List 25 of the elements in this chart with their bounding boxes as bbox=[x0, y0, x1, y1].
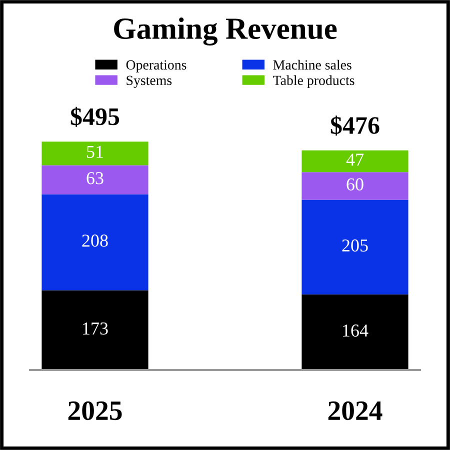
x-tick-label: 2025 bbox=[68, 401, 122, 420]
bar bbox=[42, 165, 148, 194]
data-label: 51 bbox=[87, 146, 103, 158]
bar bbox=[42, 194, 148, 290]
chart-title: Gaming Revenue bbox=[114, 18, 337, 46]
data-label: 164 bbox=[343, 324, 368, 337]
bar bbox=[302, 172, 408, 200]
legend-label: Machine sales bbox=[273, 60, 352, 70]
legend-label: Table products bbox=[273, 75, 354, 88]
legend-label: Operations bbox=[126, 60, 186, 72]
total-label: $476 bbox=[330, 116, 380, 136]
data-label: 173 bbox=[83, 322, 108, 335]
data-label: 60 bbox=[346, 178, 364, 190]
data-label: 205 bbox=[342, 239, 368, 252]
legend-label: Systems bbox=[126, 76, 172, 88]
data-label: 208 bbox=[82, 234, 108, 247]
bar bbox=[42, 290, 148, 370]
bar bbox=[302, 200, 408, 294]
x-tick-label: 2024 bbox=[328, 401, 382, 420]
bar bbox=[302, 294, 408, 370]
bar bbox=[42, 142, 148, 166]
data-label: 63 bbox=[86, 172, 104, 184]
bar bbox=[302, 150, 408, 172]
total-label: $495 bbox=[70, 106, 120, 127]
data-label: 47 bbox=[346, 154, 364, 166]
